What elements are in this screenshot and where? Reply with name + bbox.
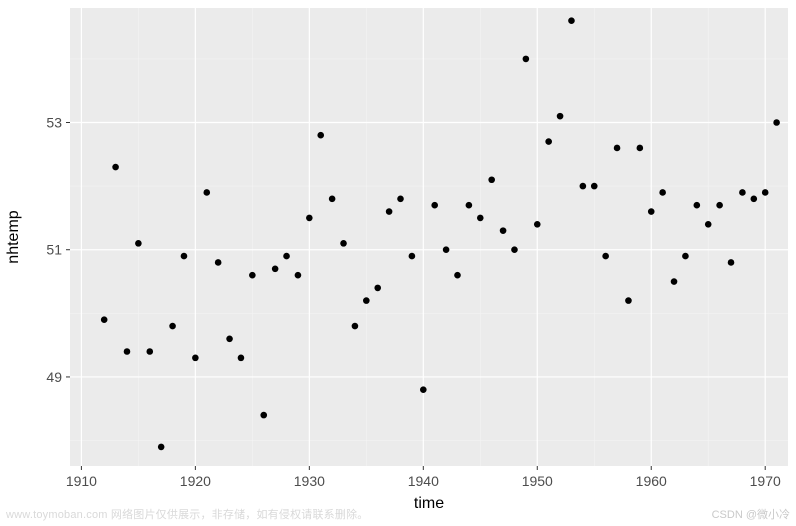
data-point — [192, 355, 199, 362]
data-point — [363, 297, 370, 304]
data-point — [511, 246, 518, 253]
data-point — [682, 253, 689, 260]
data-point — [762, 189, 769, 196]
data-point — [534, 221, 541, 228]
y-axis-title: nhtemp — [5, 210, 22, 263]
data-point — [431, 202, 438, 209]
data-point — [739, 189, 746, 196]
data-point — [751, 196, 758, 203]
watermark-source: www.toymoban.com 网络图片仅供展示，非存储，如有侵权请联系删除。 — [6, 506, 368, 522]
data-point — [306, 215, 313, 222]
y-tick-label: 49 — [46, 369, 62, 385]
data-point — [340, 240, 347, 247]
data-point — [580, 183, 587, 190]
data-point — [215, 259, 222, 266]
x-tick-label: 1950 — [522, 473, 553, 489]
data-point — [124, 348, 131, 355]
x-tick-label: 1920 — [180, 473, 211, 489]
data-point — [648, 208, 655, 215]
data-point — [568, 17, 575, 24]
data-point — [477, 215, 484, 222]
data-point — [169, 323, 176, 330]
data-point — [466, 202, 473, 209]
x-tick-label: 1960 — [636, 473, 667, 489]
plot-panel — [70, 8, 788, 466]
data-point — [659, 189, 666, 196]
data-point — [181, 253, 188, 260]
y-tick-label: 51 — [46, 242, 62, 258]
data-point — [317, 132, 324, 139]
data-point — [203, 189, 210, 196]
data-point — [728, 259, 735, 266]
x-tick-label: 1910 — [66, 473, 97, 489]
data-point — [705, 221, 712, 228]
data-point — [625, 297, 632, 304]
scatter-chart: 1910 1920 1930 1940 1950 1960 1970 49 51 53 time nh… — [0, 0, 796, 526]
data-point — [249, 272, 256, 279]
data-point — [374, 285, 381, 292]
data-point — [112, 164, 119, 171]
data-point — [386, 208, 393, 215]
data-point — [488, 176, 495, 183]
data-point — [329, 196, 336, 203]
data-point — [773, 119, 780, 126]
x-axis-title: time — [414, 495, 444, 512]
data-point — [420, 386, 427, 393]
data-point — [443, 246, 450, 253]
data-point — [352, 323, 359, 330]
data-point — [135, 240, 142, 247]
data-point — [238, 355, 245, 362]
data-point — [716, 202, 723, 209]
data-point — [283, 253, 290, 260]
data-point — [101, 316, 108, 323]
x-tick-label: 1970 — [750, 473, 781, 489]
x-tick-label: 1940 — [408, 473, 439, 489]
data-point — [226, 335, 233, 342]
data-point — [614, 145, 621, 152]
data-point — [557, 113, 564, 120]
x-tick-label: 1930 — [294, 473, 325, 489]
data-point — [500, 227, 507, 234]
data-point — [694, 202, 701, 209]
data-point — [523, 56, 530, 63]
data-point — [545, 138, 552, 145]
data-point — [272, 266, 279, 273]
data-point — [637, 145, 644, 152]
y-tick-label: 53 — [46, 114, 62, 130]
data-point — [295, 272, 302, 279]
data-point — [158, 444, 165, 451]
watermark-author: CSDN @微小冷 — [712, 506, 790, 522]
data-point — [671, 278, 678, 285]
data-point — [409, 253, 416, 260]
data-point — [591, 183, 598, 190]
data-point — [260, 412, 267, 419]
data-point — [397, 196, 404, 203]
data-point — [146, 348, 153, 355]
data-point — [602, 253, 609, 260]
data-point — [454, 272, 461, 279]
